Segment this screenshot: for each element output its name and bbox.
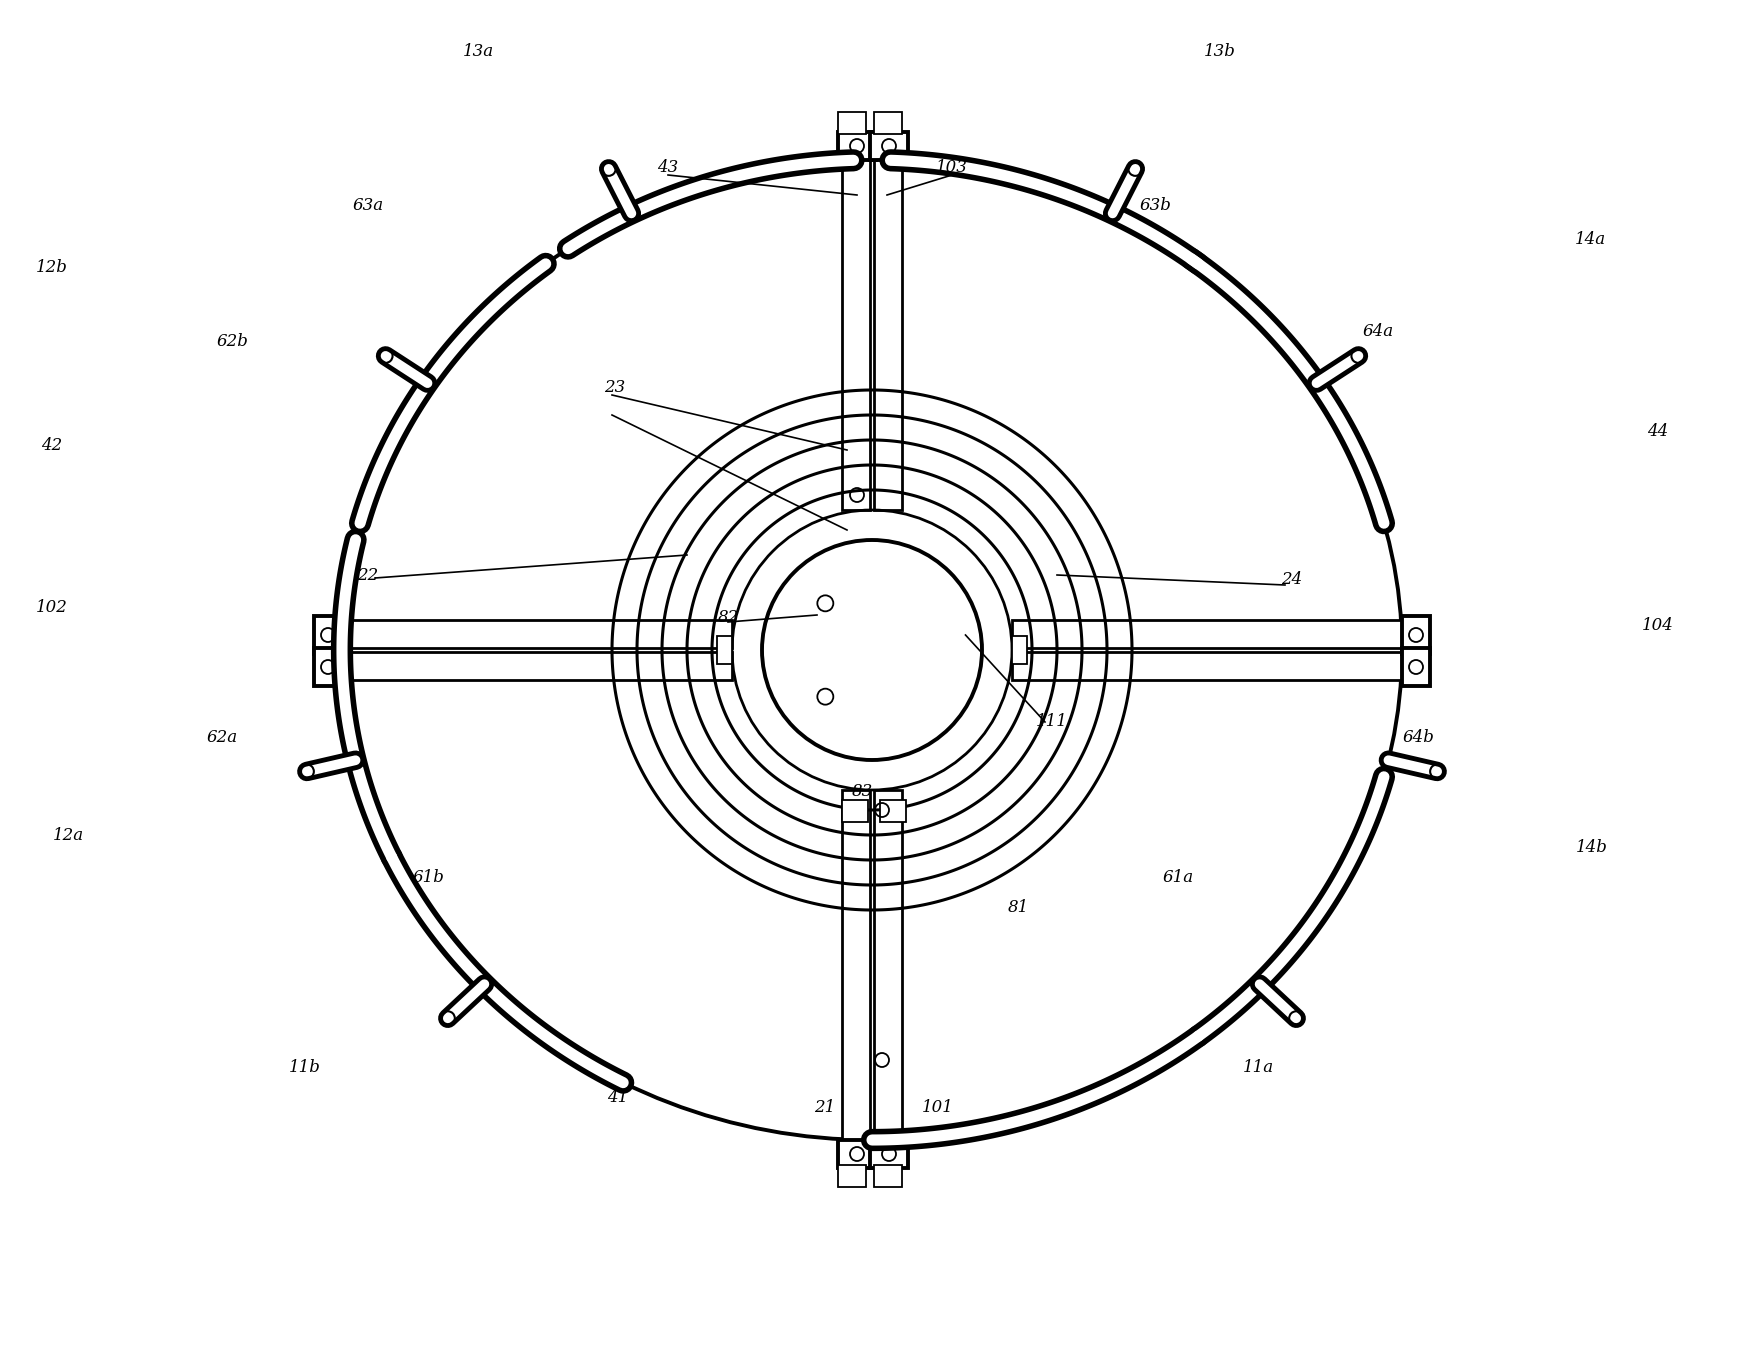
Bar [842, 801, 869, 822]
Text: 81: 81 [1008, 899, 1029, 917]
Bar [842, 155, 870, 510]
Text: 42: 42 [42, 436, 63, 454]
Text: 14b: 14b [1577, 840, 1608, 856]
Text: 62a: 62a [206, 729, 237, 747]
Text: 41: 41 [607, 1089, 628, 1107]
Text: 63a: 63a [352, 197, 384, 213]
Text: 83: 83 [851, 783, 872, 801]
Bar [874, 112, 902, 134]
Text: 63b: 63b [1139, 197, 1170, 213]
Bar [337, 652, 732, 680]
Text: 64a: 64a [1362, 324, 1393, 340]
Text: 13b: 13b [1203, 43, 1236, 61]
Text: 61b: 61b [412, 869, 445, 887]
Bar [1012, 636, 1027, 664]
Text: 62b: 62b [216, 333, 248, 351]
Text: 104: 104 [1643, 617, 1674, 633]
Bar [717, 636, 732, 664]
Bar [874, 1165, 902, 1187]
Text: 11a: 11a [1242, 1060, 1273, 1076]
Text: 11b: 11b [290, 1060, 321, 1076]
Text: 24: 24 [1282, 571, 1303, 589]
Text: 64b: 64b [1402, 729, 1434, 747]
Text: 101: 101 [923, 1099, 954, 1116]
Text: 13a: 13a [462, 43, 494, 61]
Text: 22: 22 [358, 567, 378, 583]
Bar [839, 112, 867, 134]
Text: 61a: 61a [1163, 869, 1193, 887]
Bar [314, 648, 342, 686]
Bar [842, 790, 870, 1145]
Text: 21: 21 [814, 1099, 835, 1116]
Text: 12b: 12b [37, 259, 68, 277]
Text: 23: 23 [605, 379, 626, 397]
Bar [1402, 616, 1430, 653]
Bar [839, 1165, 867, 1187]
Text: 44: 44 [1648, 424, 1669, 440]
Bar [839, 132, 875, 161]
Text: 102: 102 [37, 599, 68, 617]
Bar [874, 155, 902, 510]
Bar [1012, 652, 1407, 680]
Bar [337, 620, 732, 648]
Bar [839, 1139, 875, 1168]
Text: 111: 111 [1036, 714, 1067, 730]
Text: 14a: 14a [1575, 231, 1606, 248]
Bar [881, 801, 905, 822]
Bar [874, 790, 902, 1145]
Bar [1402, 648, 1430, 686]
Bar [1012, 620, 1407, 648]
Text: 12a: 12a [52, 826, 84, 844]
Bar [314, 616, 342, 653]
Text: 82: 82 [717, 609, 739, 626]
Text: 103: 103 [937, 159, 968, 177]
Bar [870, 1139, 909, 1168]
Bar [870, 132, 909, 161]
Text: 43: 43 [657, 159, 678, 177]
